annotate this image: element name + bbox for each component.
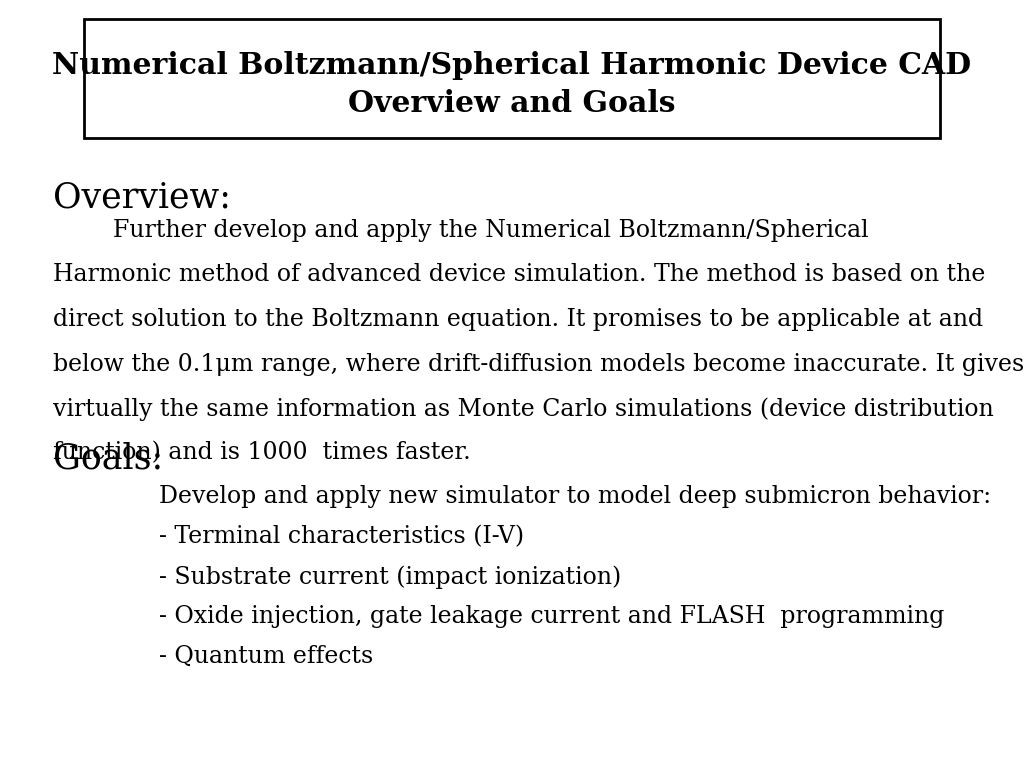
Text: virtually the same information as Monte Carlo simulations (device distribution: virtually the same information as Monte … <box>53 397 994 421</box>
Text: below the 0.1μm range, where drift-diffusion models become inaccurate. It gives: below the 0.1μm range, where drift-diffu… <box>53 353 1024 376</box>
Text: - Terminal characteristics (I-V): - Terminal characteristics (I-V) <box>159 525 524 548</box>
Text: Goals:: Goals: <box>53 442 164 475</box>
FancyBboxPatch shape <box>84 19 940 138</box>
Text: Numerical Boltzmann/Spherical Harmonic Device CAD: Numerical Boltzmann/Spherical Harmonic D… <box>52 51 972 80</box>
Text: Overview:: Overview: <box>53 180 231 214</box>
Text: Further develop and apply the Numerical Boltzmann/Spherical: Further develop and apply the Numerical … <box>53 219 869 242</box>
Text: - Substrate current (impact ionization): - Substrate current (impact ionization) <box>159 565 621 589</box>
Text: - Oxide injection, gate leakage current and FLASH  programming: - Oxide injection, gate leakage current … <box>159 605 944 628</box>
Text: Develop and apply new simulator to model deep submicron behavior:: Develop and apply new simulator to model… <box>159 485 991 508</box>
Text: function) and is 1000  times faster.: function) and is 1000 times faster. <box>53 442 471 465</box>
Text: Overview and Goals: Overview and Goals <box>348 89 676 118</box>
Text: direct solution to the Boltzmann equation. It promises to be applicable at and: direct solution to the Boltzmann equatio… <box>53 308 983 331</box>
Text: Harmonic method of advanced device simulation. The method is based on the: Harmonic method of advanced device simul… <box>53 263 986 286</box>
Text: - Quantum effects: - Quantum effects <box>159 645 373 668</box>
